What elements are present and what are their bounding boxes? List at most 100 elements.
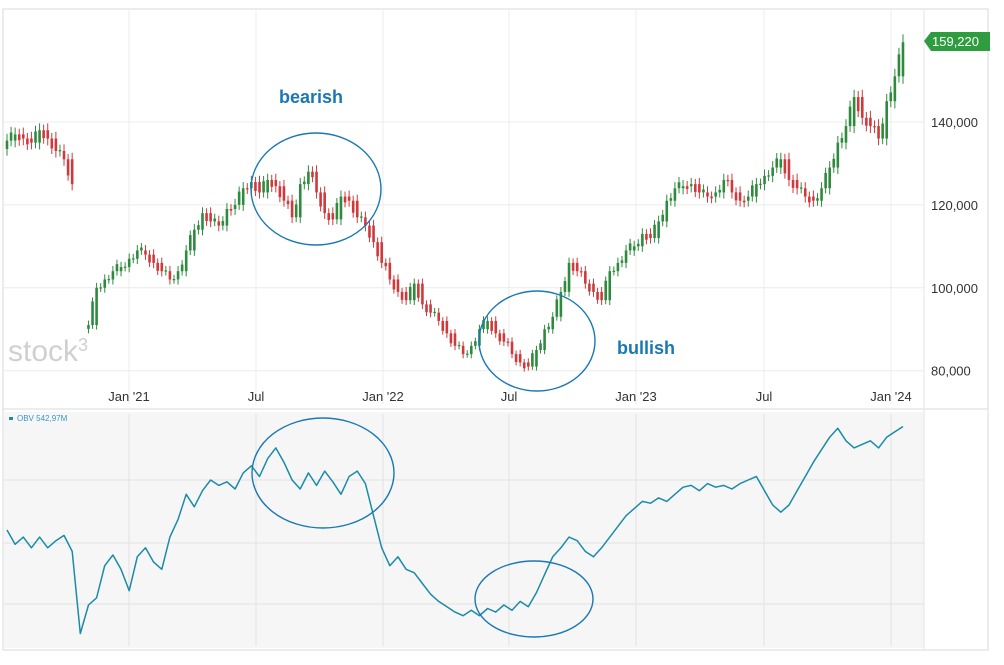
candle-body <box>91 301 94 326</box>
candle-body <box>592 283 595 292</box>
candle-body <box>5 140 9 150</box>
candle-body <box>131 258 135 260</box>
candle-body <box>665 200 669 222</box>
candle-body <box>388 262 392 280</box>
candle-body <box>852 97 856 127</box>
candle-body <box>58 150 62 152</box>
price-tag-shape <box>924 32 990 51</box>
candle-body <box>184 250 188 272</box>
logo-text: stock <box>8 335 79 368</box>
candle-body <box>791 179 795 188</box>
candle-body <box>856 97 860 112</box>
candle-body <box>274 179 278 187</box>
y-tick-label: 80,000 <box>931 364 971 379</box>
candle-body <box>808 196 811 203</box>
candle-body <box>241 188 245 205</box>
candle-body <box>865 117 868 126</box>
candle-body <box>803 188 807 197</box>
candle-body <box>490 320 493 331</box>
candle-body <box>400 291 404 300</box>
candle-body <box>433 311 436 314</box>
candle-body <box>522 362 526 369</box>
candle-body <box>294 204 298 218</box>
candle-body <box>13 134 17 141</box>
candle-body <box>107 279 111 281</box>
candle-body <box>307 171 310 185</box>
candle-body <box>465 353 469 355</box>
bearish-circle-price <box>250 132 382 246</box>
candle-body <box>539 343 542 350</box>
y-tick-label: 100,000 <box>931 281 978 296</box>
candle-body <box>551 316 555 330</box>
candle-body <box>612 270 616 272</box>
candle-body <box>380 242 383 263</box>
candle-body <box>563 281 567 292</box>
candle-body <box>441 320 445 331</box>
candle-body <box>869 117 872 127</box>
candle-body <box>437 312 441 321</box>
candle-body <box>767 175 770 177</box>
candle-body <box>412 283 416 301</box>
candle-body <box>730 179 734 193</box>
candle-body <box>571 262 575 271</box>
candle-body <box>62 150 66 160</box>
candle-body <box>885 101 889 139</box>
candle-body <box>176 271 180 280</box>
x-axis-ticks: Jan '21 Jul Jan '22 Jul Jan '23 Jul Jan '24 <box>108 389 912 404</box>
candle-body <box>172 279 176 281</box>
candle-body <box>54 138 58 151</box>
candle-body <box>685 186 689 189</box>
candle-body <box>527 362 530 367</box>
candle-body <box>702 189 705 193</box>
obv-legend-text: OBV 542,97M <box>17 414 68 423</box>
candle-body <box>197 225 200 230</box>
x-tick-label: Jan '21 <box>108 389 150 404</box>
candle-body <box>119 267 123 272</box>
candle-body <box>221 221 225 226</box>
candle-body <box>677 182 681 189</box>
candle-body <box>270 179 274 187</box>
candle-body <box>600 291 603 301</box>
candle-body <box>213 218 217 222</box>
candle-body <box>775 158 779 168</box>
candle-body <box>262 181 265 193</box>
y-tick-label: 120,000 <box>931 198 978 213</box>
candle-body <box>482 320 485 330</box>
bearish-label: bearish <box>279 87 343 107</box>
candle-body <box>364 217 367 226</box>
candle-body <box>290 200 294 218</box>
candle-body <box>820 188 823 201</box>
candle-body <box>669 198 673 201</box>
candle-body <box>738 192 742 201</box>
candle-body <box>494 320 498 334</box>
candle-body <box>335 202 339 220</box>
obv-legend-value: 542,97M <box>36 414 67 423</box>
candle-body <box>502 333 506 342</box>
candle-body <box>303 181 306 185</box>
obv-layer <box>6 425 904 635</box>
candle-body <box>514 354 518 362</box>
candle-body <box>860 97 864 118</box>
candle-body <box>266 179 269 193</box>
candle-body <box>673 188 677 201</box>
candle-body <box>608 271 612 301</box>
candle-body <box>347 196 351 201</box>
candle-body <box>596 291 599 300</box>
candle-body <box>42 130 45 139</box>
candle-body <box>160 262 164 272</box>
candle-body <box>681 186 685 189</box>
candle-body <box>168 271 172 280</box>
candle-body <box>535 349 538 367</box>
candle-body <box>376 242 379 257</box>
bullish-circle-price <box>478 290 596 392</box>
candle-body <box>579 271 583 273</box>
candle-body <box>693 184 697 193</box>
price-tag-label: 159,220 <box>932 34 979 49</box>
watermark-logo: stock3 <box>8 335 88 368</box>
candle-body <box>649 233 652 239</box>
x-tick-label: Jul <box>501 389 518 404</box>
candle-body <box>461 345 465 355</box>
candle-body <box>628 243 632 251</box>
candle-body <box>547 326 550 330</box>
